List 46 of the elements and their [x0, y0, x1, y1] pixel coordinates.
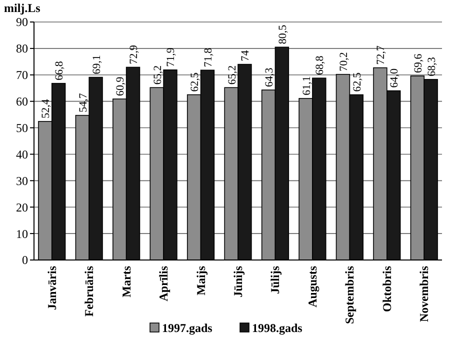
y-tick-label: 30 [16, 174, 28, 188]
x-tick-label: Marts [119, 266, 134, 298]
y-axis-title: milj.Ls [4, 1, 41, 15]
data-label: 62,5 [189, 72, 202, 92]
data-label: 68,8 [314, 55, 326, 76]
data-label: 65,2 [226, 65, 238, 85]
x-tick-label: Janvāris [44, 266, 59, 310]
x-tick-label: Oktobris [380, 266, 394, 312]
data-label: 80,5 [276, 24, 289, 44]
data-label: 71,9 [165, 47, 178, 67]
data-label: 61,1 [300, 76, 313, 96]
data-label: 64,3 [264, 67, 276, 87]
data-label: 65,2 [152, 65, 164, 85]
y-tick-label: 50 [16, 120, 28, 135]
data-label: 60,9 [114, 76, 127, 96]
y-tick-label: 90 [16, 15, 28, 30]
data-label: 68,3 [426, 56, 438, 76]
data-label: 69,1 [90, 55, 103, 74]
y-tick-label: 10 [16, 226, 28, 241]
x-tick-label: Aprīlis [156, 266, 171, 302]
data-label: 62,5 [351, 72, 364, 92]
data-label: 70,2 [338, 52, 350, 72]
legend-label: 1998.gads [252, 321, 303, 336]
legend-label: 1997.gads [162, 321, 213, 336]
data-label: 74 [240, 50, 252, 62]
y-tick-label: 80 [16, 42, 28, 56]
data-label: 71,8 [202, 47, 214, 68]
data-label: 72,9 [128, 44, 140, 64]
data-label: 52,4 [40, 98, 52, 118]
x-tick-label: Jūnijs [231, 266, 245, 298]
y-tick-label: 20 [16, 200, 28, 214]
x-tick-label: Maijs [194, 266, 208, 296]
x-tick-label: Februāris [82, 266, 96, 317]
x-tick-label: Augusts [305, 266, 320, 308]
data-label: 64,0 [388, 68, 401, 88]
data-label: 72,7 [375, 45, 388, 65]
y-tick-label: 0 [22, 253, 28, 268]
x-tick-label: Novembris [417, 266, 432, 322]
data-label: 66,8 [54, 60, 66, 80]
x-tick-label: Jūlijs [268, 266, 282, 294]
data-label: 54,7 [77, 92, 90, 112]
y-tick-label: 40 [16, 147, 28, 162]
data-label: 69,6 [412, 53, 424, 73]
x-tick-label: Septembris [342, 266, 357, 324]
y-tick-label: 60 [16, 94, 28, 109]
y-tick-label: 70 [16, 68, 28, 82]
